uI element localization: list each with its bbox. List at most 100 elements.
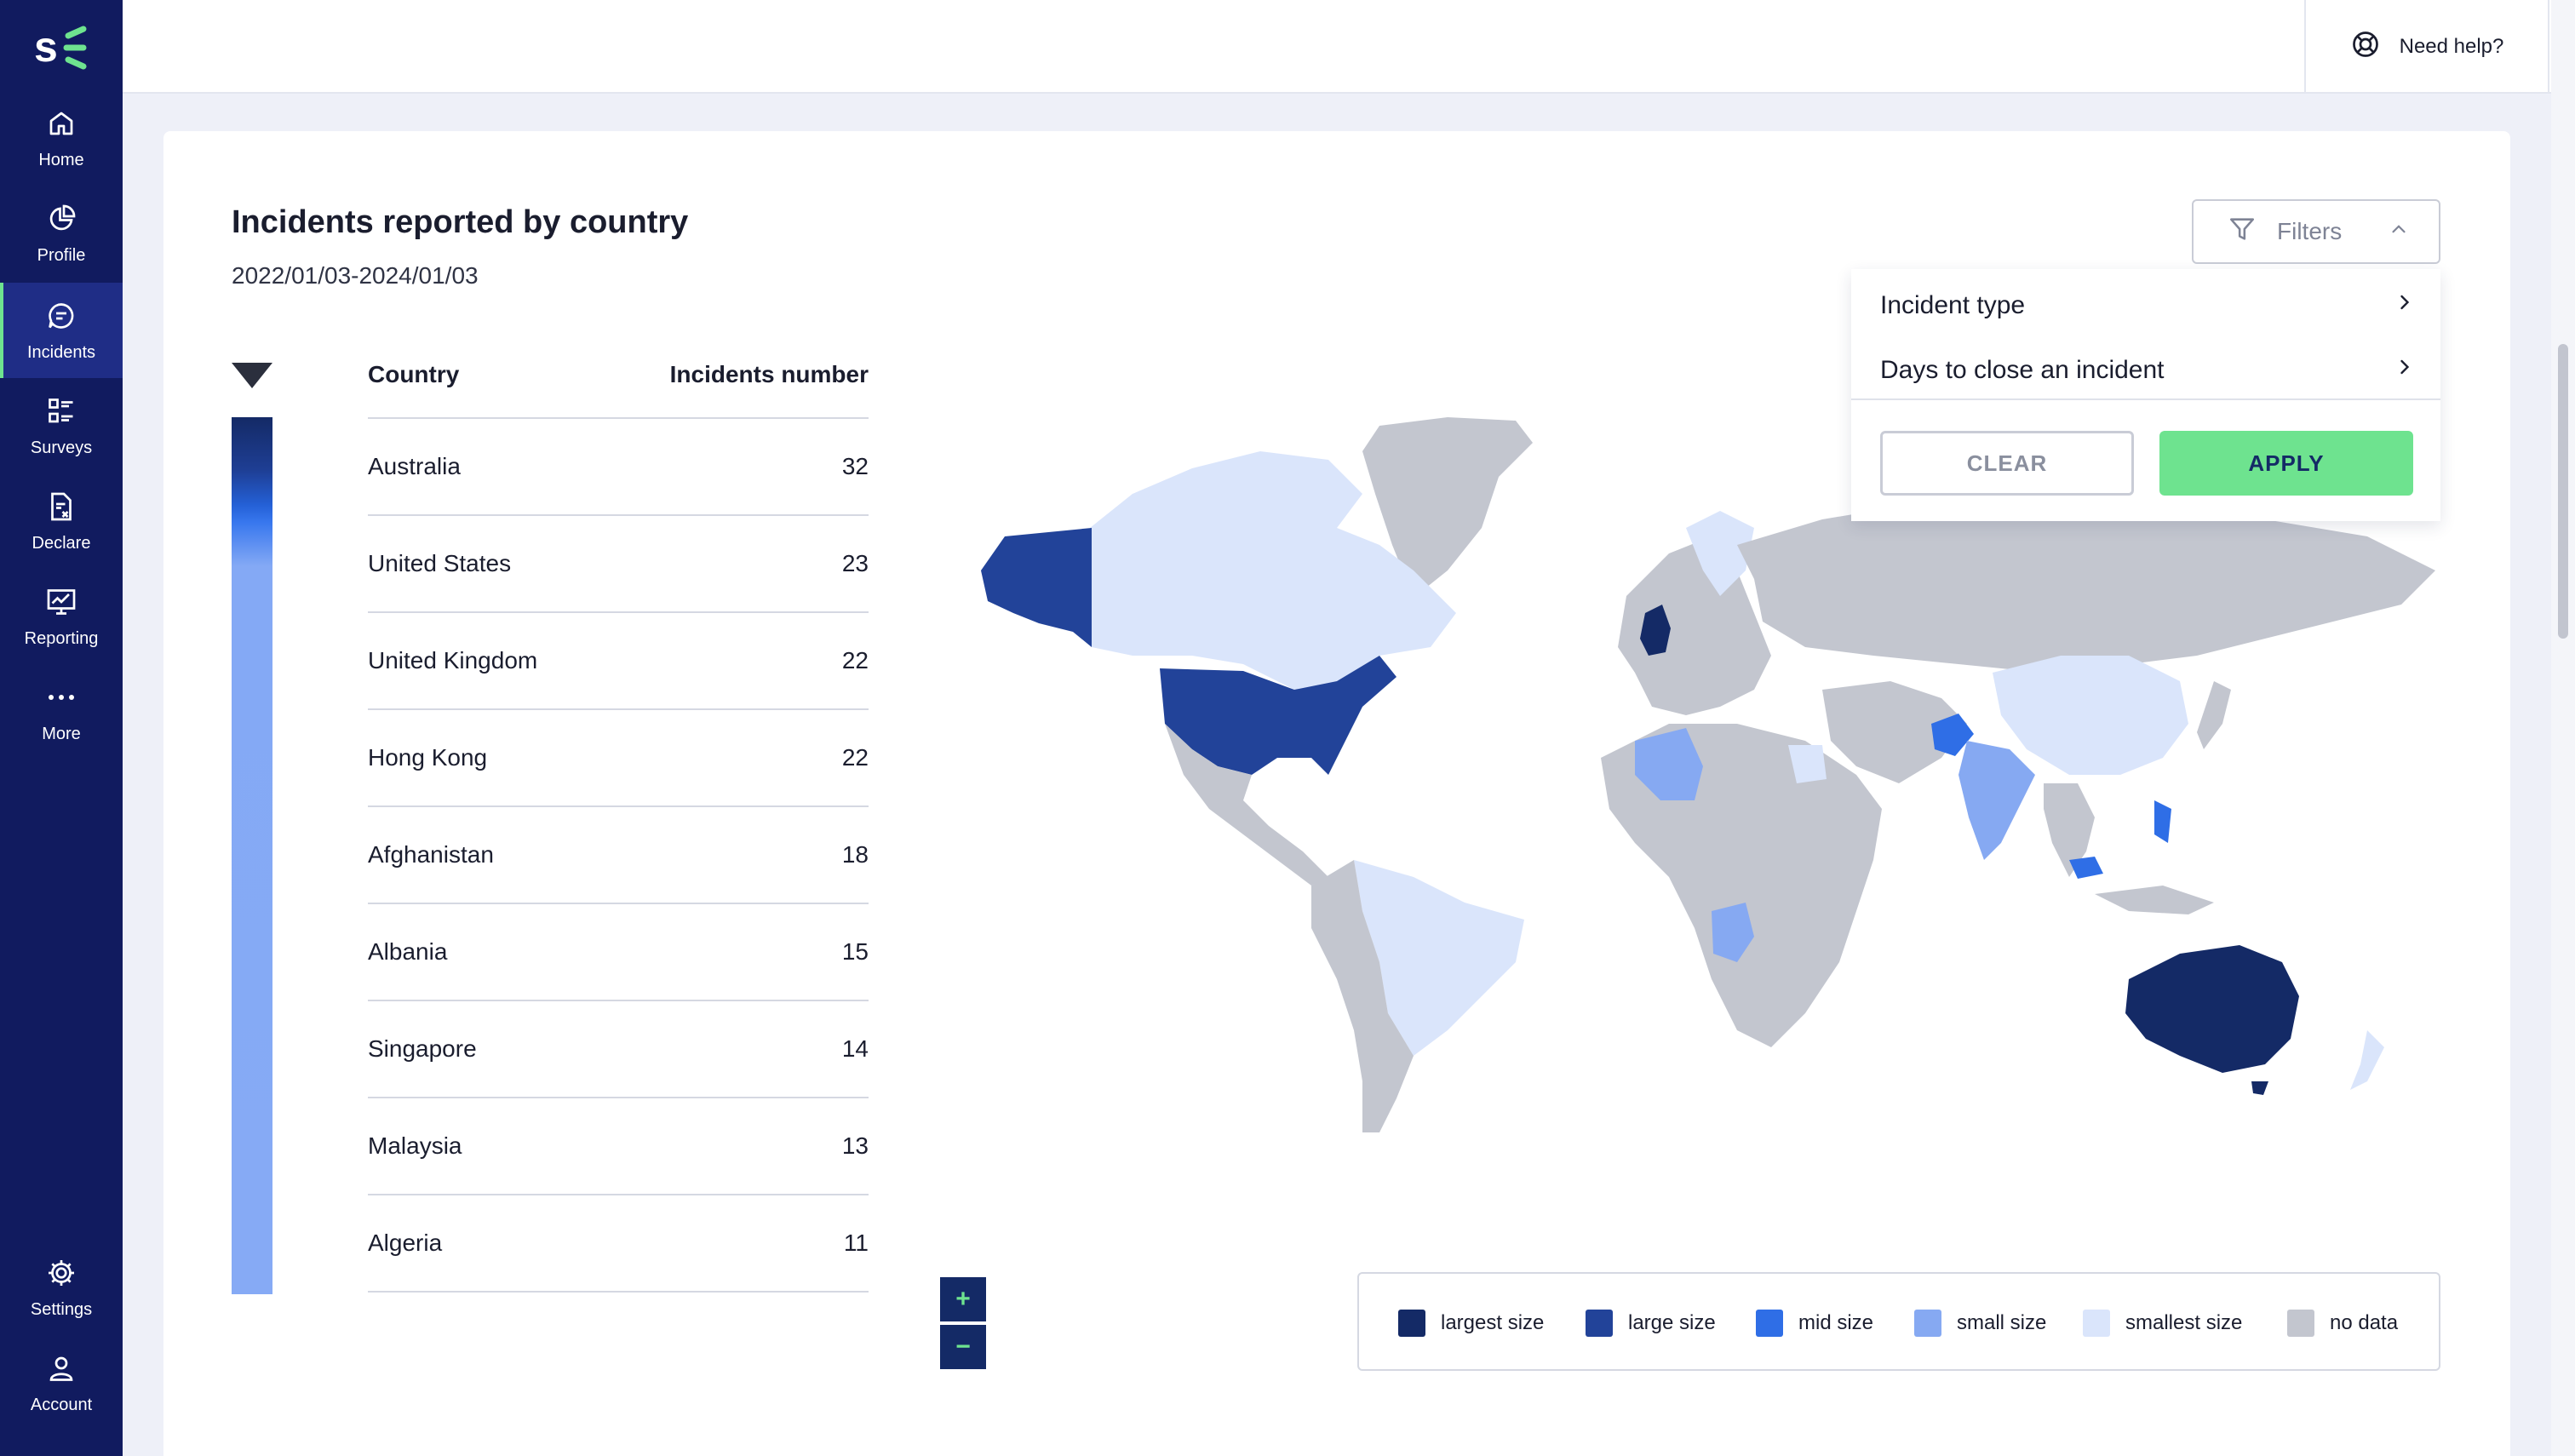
- map-region-new-zealand: [2350, 1030, 2384, 1090]
- lifebuoy-icon: [2350, 29, 2381, 66]
- column-header-incidents: Incidents number: [669, 361, 869, 387]
- gear-icon: [44, 1256, 78, 1290]
- filters-label: Filters: [2277, 218, 2343, 244]
- pie-chart-icon: [44, 202, 78, 236]
- need-help-button[interactable]: Need help?: [2304, 0, 2548, 94]
- legend-label: smallest size: [2125, 1311, 2243, 1334]
- incidents-cell: 32: [841, 453, 869, 479]
- table-row: Albania 15: [368, 904, 869, 1001]
- map-region-scandinavia: [1686, 511, 1754, 596]
- table-row: United States 23: [368, 516, 869, 613]
- sidebar-item-label: Reporting: [24, 628, 99, 648]
- table-row: Algeria 11: [368, 1195, 869, 1293]
- map-region-united-states: [1160, 656, 1396, 775]
- table-row: United Kingdom 22: [368, 613, 869, 710]
- chevron-up-icon: [2388, 218, 2410, 246]
- filters-button[interactable]: Filters: [2192, 199, 2440, 264]
- sidebar-item-settings[interactable]: Settings: [0, 1240, 123, 1335]
- legend-swatch: [1586, 1310, 1613, 1337]
- legend-item: mid size: [1756, 1310, 1873, 1337]
- chat-bubble-icon: [44, 299, 78, 333]
- incidents-cell: 15: [841, 938, 869, 965]
- filter-option-incident-type[interactable]: Incident type: [1880, 276, 2417, 335]
- scale-triangle-icon: [232, 363, 272, 388]
- legend-item: no data: [2287, 1310, 2398, 1337]
- legend-item: smallest size: [2083, 1310, 2242, 1337]
- map-region-china: [1993, 656, 2188, 775]
- map-region-india: [1958, 741, 2035, 860]
- world-map[interactable]: [937, 400, 2452, 1149]
- map-region-alaska: [981, 528, 1092, 647]
- sidebar-item-incidents[interactable]: Incidents: [0, 283, 123, 378]
- country-cell: Australia: [368, 453, 461, 479]
- filter-option-label: Incident type: [1880, 291, 2026, 319]
- sidebar-item-reporting[interactable]: Reporting: [0, 569, 123, 664]
- country-cell: Malaysia: [368, 1132, 462, 1159]
- date-range: 2022/01/03-2024/01/03: [232, 262, 479, 289]
- map-region-egypt: [1788, 745, 1827, 783]
- app-logo[interactable]: s: [31, 22, 92, 71]
- map-region-mexico: [1165, 724, 1328, 886]
- country-cell: Singapore: [368, 1035, 477, 1062]
- country-cell: Afghanistan: [368, 841, 494, 868]
- legend-swatch: [1756, 1310, 1783, 1337]
- incidents-cell: 14: [841, 1035, 869, 1062]
- sidebar-item-more[interactable]: More: [0, 664, 123, 760]
- map-region-indonesia: [2095, 886, 2214, 914]
- map-region-canada: [1090, 451, 1456, 690]
- sidebar-item-account[interactable]: Account: [0, 1335, 123, 1430]
- country-cell: Algeria: [368, 1230, 443, 1256]
- sidebar-item-label: Incidents: [26, 342, 96, 362]
- monitor-chart-icon: [44, 585, 78, 619]
- sidebar-item-label: Surveys: [30, 438, 93, 457]
- incidents-cell: 22: [841, 647, 869, 674]
- map-region-philippines: [2154, 800, 2171, 843]
- sidebar-item-label: Account: [30, 1395, 93, 1414]
- map-region-southeast-asia: [2044, 783, 2095, 877]
- home-icon: [44, 106, 78, 140]
- sidebar-item-surveys[interactable]: Surveys: [0, 378, 123, 473]
- sidebar: s Home Profile Incidents Surveys D: [0, 0, 123, 1456]
- scrollbar-track[interactable]: [2551, 0, 2575, 1456]
- svg-text:s: s: [34, 23, 58, 70]
- incidents-cell: 22: [841, 744, 869, 771]
- sidebar-item-profile[interactable]: Profile: [0, 186, 123, 281]
- scrollbar-thumb[interactable]: [2558, 344, 2568, 639]
- sidebar-item-label: More: [42, 724, 81, 743]
- map-legend: largest size large size mid size small s…: [1357, 1272, 2440, 1371]
- color-scale-bar: [232, 417, 272, 1294]
- table-row: Afghanistan 18: [368, 807, 869, 904]
- legend-label: mid size: [1798, 1311, 1874, 1334]
- zoom-out-button[interactable]: −: [940, 1325, 986, 1369]
- map-region-japan: [2197, 681, 2231, 749]
- sidebar-item-label: Declare: [32, 533, 91, 553]
- country-cell: Hong Kong: [368, 744, 488, 771]
- map-region-brazil: [1354, 860, 1524, 1056]
- legend-label: large size: [1628, 1311, 1716, 1334]
- map-region-africa: [1601, 724, 1882, 1047]
- country-cell: Albania: [368, 938, 448, 965]
- zoom-in-button[interactable]: +: [940, 1277, 986, 1321]
- map-region-australia: [2125, 945, 2299, 1073]
- survey-list-icon: [44, 394, 78, 428]
- apply-button[interactable]: APPLY: [2159, 431, 2413, 496]
- table-row: Malaysia 13: [368, 1098, 869, 1195]
- map-region-united-kingdom: [1640, 605, 1671, 656]
- page-title: Incidents reported by country: [232, 204, 689, 240]
- sidebar-item-home[interactable]: Home: [0, 90, 123, 186]
- filter-option-days-to-close[interactable]: Days to close an incident: [1880, 341, 2417, 400]
- incidents-cell: 13: [841, 1132, 869, 1159]
- filter-option-label: Days to close an incident: [1880, 356, 2165, 384]
- sidebar-item-declare[interactable]: Declare: [0, 473, 123, 569]
- map-region-malaysia: [2069, 857, 2103, 879]
- clear-button[interactable]: CLEAR: [1880, 431, 2134, 496]
- table-header: Country Incidents number: [368, 361, 869, 419]
- filters-dropdown: Incident type Days to close an incident …: [1851, 269, 2440, 521]
- country-cell: United Kingdom: [368, 647, 538, 674]
- table-row: Hong Kong 22: [368, 710, 869, 807]
- map-region-algeria: [1635, 728, 1703, 800]
- incidents-cell: 18: [841, 841, 869, 868]
- map-region-afghanistan: [1931, 714, 1974, 756]
- map-region-middle-east: [1822, 681, 1967, 783]
- logout-button[interactable]: [2548, 0, 2575, 94]
